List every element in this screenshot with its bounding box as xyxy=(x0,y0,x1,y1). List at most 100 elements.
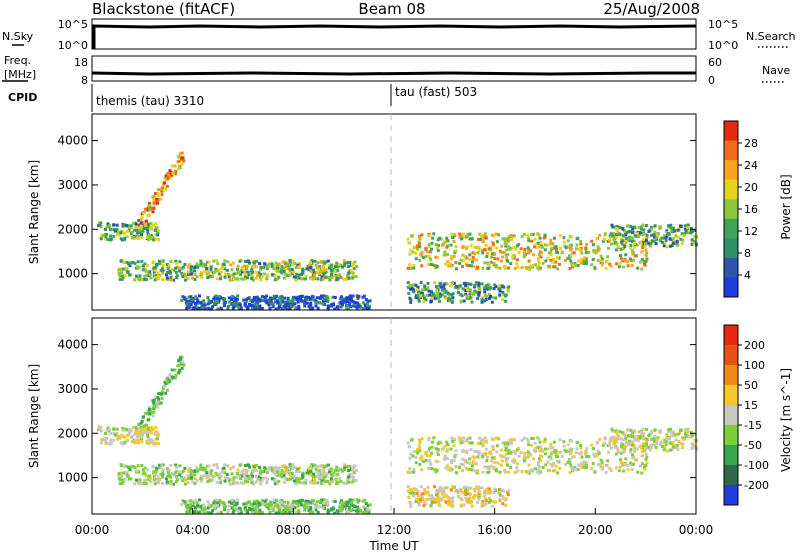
velocity-cell xyxy=(327,470,331,474)
velocity-cell xyxy=(408,445,411,449)
power-cell xyxy=(592,248,596,252)
velocity-cell xyxy=(481,470,485,474)
power-cell xyxy=(499,259,503,263)
velocity-cell xyxy=(507,439,511,443)
power-cell xyxy=(615,225,619,229)
velocity-cell xyxy=(564,462,567,466)
power-cell xyxy=(148,270,152,274)
power-cell xyxy=(439,237,443,241)
power-cell xyxy=(99,237,103,241)
velocity-cell xyxy=(256,478,260,482)
velocity-cell xyxy=(249,476,253,479)
velocity-cell xyxy=(236,481,240,485)
velocity-cell xyxy=(181,499,185,503)
power-cell xyxy=(426,286,430,290)
power-cell xyxy=(125,260,129,264)
velocity-cell xyxy=(244,476,248,480)
velocity-cell xyxy=(655,439,659,443)
velocity-cell xyxy=(526,450,530,454)
power-cell xyxy=(500,250,504,254)
power-cell xyxy=(134,226,138,230)
velocity-cell xyxy=(148,409,151,413)
power-cell xyxy=(273,278,277,282)
velocity-cell xyxy=(633,458,637,462)
power-cell xyxy=(662,244,666,248)
velocity-cell xyxy=(582,466,586,469)
velocity-cell xyxy=(292,479,296,483)
power-cell xyxy=(359,305,363,309)
power-cell xyxy=(607,246,610,250)
power-cell xyxy=(147,234,151,237)
velocity-cell xyxy=(137,439,141,442)
velocity-cell xyxy=(280,469,284,473)
power-cell xyxy=(431,295,434,298)
velocity-cell xyxy=(608,466,612,470)
power-cell xyxy=(181,295,185,299)
velocity-cell xyxy=(156,475,160,479)
velocity-cell xyxy=(351,480,355,484)
velocity-cell xyxy=(201,505,205,508)
velocity-cell xyxy=(329,477,333,481)
power-cell xyxy=(653,235,656,239)
velocity-cell xyxy=(344,504,347,508)
velocity-cell xyxy=(470,464,474,468)
velocity-cell xyxy=(324,464,328,468)
power-cell xyxy=(584,256,588,260)
power-cell xyxy=(312,298,316,302)
power-cell xyxy=(232,272,236,276)
power-cell xyxy=(669,223,673,227)
power-cell xyxy=(166,177,170,181)
power-cell xyxy=(208,301,212,305)
power-cell xyxy=(205,269,209,273)
power-cell xyxy=(569,259,573,263)
velocity-cell xyxy=(418,463,422,466)
power-cell xyxy=(168,269,172,273)
power-cell xyxy=(608,239,611,243)
velocity-cell xyxy=(644,428,648,432)
velocity-cell xyxy=(409,470,413,474)
velocity-cell xyxy=(303,508,307,512)
velocity-cell xyxy=(158,463,161,467)
power-cell xyxy=(468,257,472,261)
velocity-cell xyxy=(579,444,583,447)
velocity-cell xyxy=(355,511,359,515)
velocity-cell xyxy=(448,501,452,505)
velocity-cell xyxy=(509,438,513,441)
power-cell xyxy=(642,259,646,263)
power-cell xyxy=(190,265,193,269)
power-cell xyxy=(254,259,258,263)
power-cell xyxy=(551,242,555,246)
power-cell xyxy=(615,262,619,266)
velocity-cell xyxy=(444,500,448,504)
power-cell xyxy=(159,268,163,272)
power-y-tick-label: 2000 xyxy=(57,222,88,236)
velocity-cell xyxy=(481,455,485,459)
velocity-cell xyxy=(187,507,191,511)
velocity-cell xyxy=(572,467,576,471)
power-cell xyxy=(170,267,174,271)
power-cell xyxy=(408,263,412,267)
velocity-cell xyxy=(142,425,146,429)
power-cell xyxy=(347,307,350,311)
power-cell xyxy=(136,237,140,241)
velocity-cell xyxy=(531,436,535,440)
power-cell xyxy=(321,277,325,281)
velocity-cell xyxy=(216,466,220,470)
velocity-cell xyxy=(686,435,690,439)
velocity-cell xyxy=(667,428,671,432)
power-cell xyxy=(139,224,143,228)
power-cell xyxy=(215,296,219,300)
power-cell xyxy=(550,260,554,264)
power-cell xyxy=(353,260,357,264)
velocity-cell xyxy=(526,440,530,444)
power-cell xyxy=(582,262,586,265)
velocity-cell xyxy=(512,458,516,461)
power-cell xyxy=(555,250,558,254)
velocity-cell xyxy=(155,430,159,434)
velocity-cell xyxy=(288,506,292,510)
power-cell xyxy=(419,281,423,284)
power-cell xyxy=(412,283,416,287)
power-cell xyxy=(274,307,278,311)
velocity-cell xyxy=(543,452,547,456)
power-cell xyxy=(626,230,630,234)
